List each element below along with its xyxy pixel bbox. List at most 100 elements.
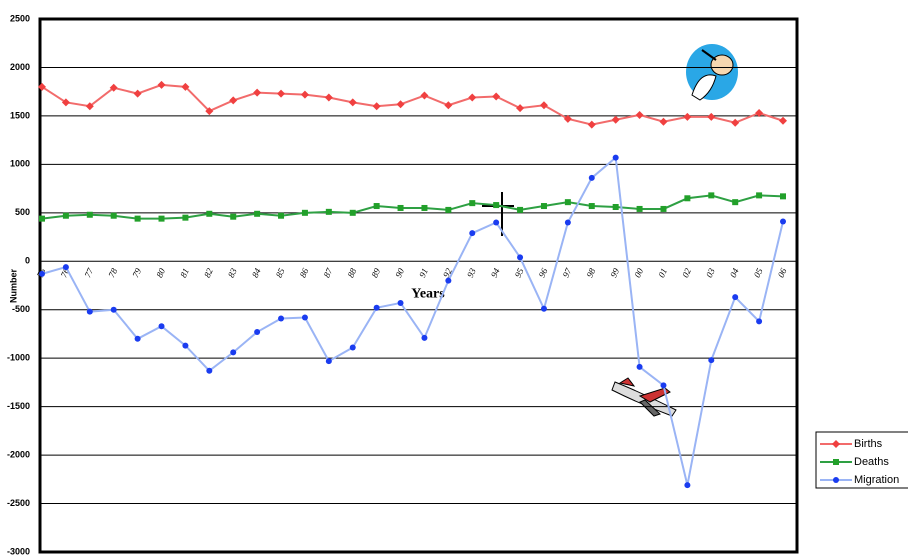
data-point xyxy=(277,89,286,98)
x-tick-label: 04 xyxy=(728,266,741,279)
x-tick-label: 90 xyxy=(393,266,406,279)
x-tick-label: 87 xyxy=(322,266,335,279)
data-point xyxy=(660,205,667,212)
x-tick-label: 97 xyxy=(561,266,574,279)
data-point xyxy=(300,90,309,99)
y-tick-label: -1000 xyxy=(7,353,30,363)
y-tick-label: 1500 xyxy=(10,110,30,120)
data-point xyxy=(253,88,262,97)
data-point xyxy=(683,112,692,121)
data-point xyxy=(110,212,117,219)
data-point xyxy=(62,264,69,271)
data-point xyxy=(732,294,739,301)
data-point xyxy=(349,344,356,351)
data-point xyxy=(539,101,548,110)
data-point xyxy=(684,195,691,202)
data-point xyxy=(206,210,213,217)
x-tick-label: 88 xyxy=(345,266,358,279)
data-point xyxy=(301,314,308,321)
y-tick-label: 0 xyxy=(25,256,30,266)
y-tick-label: 2500 xyxy=(10,13,30,23)
x-tick-label: 84 xyxy=(250,266,263,279)
legend-marker xyxy=(832,440,840,448)
data-point xyxy=(205,107,214,116)
x-tick-label: 81 xyxy=(178,267,191,279)
data-point xyxy=(39,215,45,222)
data-point xyxy=(493,202,500,209)
data-point xyxy=(86,211,93,218)
x-tick-label: 93 xyxy=(465,266,478,279)
data-point xyxy=(396,100,405,109)
data-point xyxy=(756,192,763,199)
x-axis-label: Years xyxy=(411,286,445,301)
x-tick-label: 03 xyxy=(704,266,717,279)
x-tick-label: 99 xyxy=(608,266,621,279)
data-point xyxy=(62,212,69,219)
x-tick-label: 85 xyxy=(274,266,287,279)
data-point xyxy=(421,204,428,211)
data-point xyxy=(158,215,165,222)
data-point xyxy=(445,277,452,284)
x-tick-label: 06 xyxy=(776,266,789,279)
x-tick-label: 96 xyxy=(537,266,550,279)
data-point xyxy=(157,80,166,89)
plot-frame xyxy=(38,17,799,554)
data-point xyxy=(492,92,501,101)
data-point xyxy=(707,112,716,121)
data-point xyxy=(85,102,94,111)
legend-box xyxy=(815,431,908,489)
x-tick-label: 91 xyxy=(417,267,430,279)
data-point xyxy=(612,154,619,161)
x-tick-label: 00 xyxy=(632,266,645,279)
x-tick-label: 01 xyxy=(656,267,669,279)
data-point xyxy=(708,192,715,199)
data-point xyxy=(636,363,643,370)
x-tick-label: 95 xyxy=(513,266,526,279)
data-point xyxy=(493,219,500,226)
data-point xyxy=(109,83,118,92)
data-point xyxy=(397,204,404,211)
data-point xyxy=(635,110,644,119)
y-tick-label: -3000 xyxy=(7,546,30,556)
data-point xyxy=(445,206,452,213)
data-point xyxy=(229,96,238,105)
data-point xyxy=(61,98,70,107)
series-line xyxy=(41,83,784,126)
legend-label: Migration xyxy=(854,474,899,486)
data-point xyxy=(516,104,525,113)
data-point xyxy=(444,101,453,110)
data-point xyxy=(39,270,45,277)
x-tick-label: 78 xyxy=(106,266,119,279)
data-point xyxy=(325,358,332,365)
x-tick-label: 94 xyxy=(489,266,502,279)
data-point xyxy=(612,204,619,211)
data-point xyxy=(324,93,333,102)
data-point xyxy=(278,315,285,322)
data-point xyxy=(684,482,691,489)
data-point xyxy=(611,115,620,124)
data-point xyxy=(588,174,595,181)
data-point xyxy=(564,199,571,206)
y-tick-label: 500 xyxy=(15,207,30,217)
data-point xyxy=(110,306,117,313)
y-tick-label: 2000 xyxy=(10,62,30,72)
x-tick-label: 79 xyxy=(130,266,143,279)
legend-marker xyxy=(833,477,839,483)
x-tick-label: 82 xyxy=(202,266,215,279)
data-point xyxy=(469,200,476,207)
x-tick-label: 86 xyxy=(298,266,311,279)
data-point xyxy=(732,199,739,206)
data-point xyxy=(134,335,141,342)
data-point xyxy=(230,213,237,220)
data-point xyxy=(587,120,596,129)
data-point xyxy=(780,193,786,200)
x-tick-label: 98 xyxy=(584,266,597,279)
legend-marker xyxy=(833,459,839,465)
data-point xyxy=(325,208,332,215)
cross-mark xyxy=(482,192,514,236)
data-point xyxy=(779,116,787,125)
data-point xyxy=(372,102,381,111)
data-point xyxy=(158,323,165,330)
baby-icon xyxy=(686,44,738,101)
